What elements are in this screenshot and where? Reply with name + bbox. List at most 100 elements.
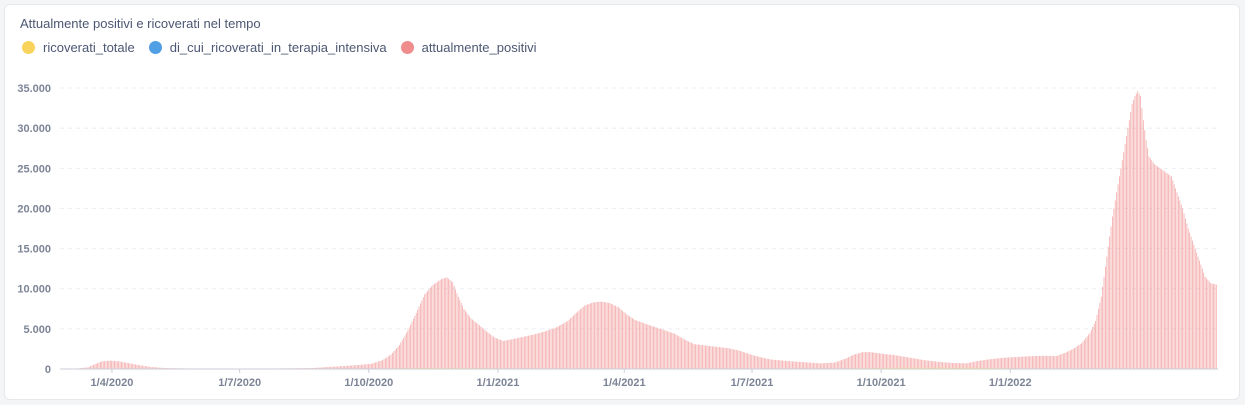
bar [313, 367, 315, 369]
legend-dot-icon [148, 41, 162, 54]
bar [1105, 266, 1106, 369]
bar [574, 314, 576, 369]
bar [922, 367, 924, 369]
bar [422, 297, 424, 369]
bar [619, 308, 621, 369]
bar [884, 367, 886, 369]
bar [154, 367, 156, 369]
x-tick-label: 1/10/2021 [857, 377, 906, 389]
bar [657, 327, 659, 369]
bar [1166, 173, 1168, 369]
bar [551, 328, 553, 369]
bar [1175, 188, 1177, 369]
bar [1022, 356, 1024, 369]
legend-item-ricoverati-totale[interactable]: ricoverati_totale [22, 40, 135, 55]
bar [1005, 357, 1007, 369]
bar [400, 342, 402, 369]
bar [561, 324, 563, 369]
bar [963, 367, 965, 369]
legend-item-attualmente-positivi[interactable]: attualmente_positivi [400, 40, 537, 55]
bar [949, 362, 951, 369]
bar [1193, 244, 1195, 369]
bar [150, 366, 152, 369]
bar [957, 367, 959, 369]
bar [1204, 276, 1206, 369]
y-tick-label: 30.000 [17, 123, 51, 135]
bar [720, 347, 722, 369]
bar [730, 348, 732, 369]
bar [825, 363, 827, 369]
bar [483, 328, 485, 369]
bar [1206, 278, 1207, 369]
bar [1190, 236, 1192, 369]
legend-dot-icon [400, 41, 414, 54]
bar [546, 330, 548, 369]
bar [566, 321, 567, 369]
bar [796, 361, 798, 369]
bar [1126, 136, 1127, 369]
bar [591, 302, 593, 369]
bar [678, 336, 680, 369]
bar [987, 359, 988, 369]
bar [577, 311, 579, 369]
bar [643, 323, 645, 369]
bar [1010, 357, 1012, 369]
bar [439, 280, 441, 369]
x-tick-label: 1/4/2020 [91, 377, 134, 389]
bar [665, 330, 667, 369]
bar [884, 354, 886, 369]
bar [1161, 169, 1162, 369]
bar [363, 364, 365, 369]
bar [1043, 355, 1045, 369]
bar [961, 367, 963, 369]
bar [1144, 130, 1146, 369]
bar [84, 367, 86, 369]
bar [719, 347, 720, 369]
bar [553, 328, 555, 369]
bar [1120, 168, 1122, 369]
bar [1088, 334, 1090, 369]
bar [829, 362, 831, 369]
bar [919, 359, 921, 369]
bar [667, 331, 668, 369]
bar [835, 362, 837, 369]
bar [609, 303, 611, 369]
bar [808, 362, 810, 369]
bar [1148, 156, 1150, 369]
bar [834, 362, 835, 369]
bar [960, 367, 962, 369]
bar [1213, 283, 1214, 369]
bar [532, 334, 534, 369]
bar [863, 352, 865, 369]
bar [814, 362, 816, 369]
bar [672, 333, 674, 369]
bar [1079, 344, 1081, 369]
bar [334, 366, 336, 369]
bar [1114, 200, 1116, 369]
bar [547, 330, 549, 369]
bar [944, 362, 946, 369]
bar [1169, 175, 1171, 369]
bar [431, 286, 433, 369]
bar [1163, 171, 1165, 369]
bar [147, 366, 149, 369]
bar [1071, 349, 1073, 369]
bar [1015, 357, 1017, 369]
bar [351, 365, 353, 369]
bar [1177, 196, 1179, 369]
bar [473, 320, 475, 369]
bar [956, 363, 958, 369]
bar [488, 333, 490, 369]
bar [639, 321, 640, 369]
bar [640, 322, 642, 369]
bar [916, 367, 918, 369]
bar [952, 362, 953, 369]
bar [453, 285, 455, 369]
bar [655, 327, 657, 369]
bar [348, 365, 350, 369]
bar [1082, 341, 1084, 369]
bar [723, 347, 725, 369]
legend-item-terapia-intensiva[interactable]: di_cui_ricoverati_in_terapia_intensiva [148, 40, 387, 55]
bar [925, 367, 927, 369]
bar [765, 358, 767, 369]
